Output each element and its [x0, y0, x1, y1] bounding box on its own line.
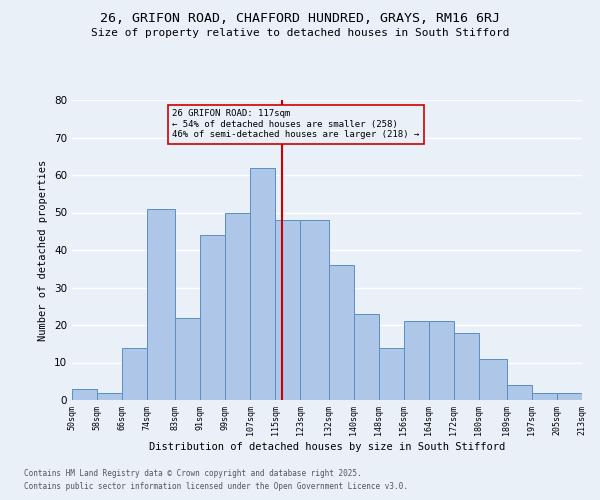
- Bar: [454, 332, 479, 400]
- Bar: [353, 314, 379, 400]
- Bar: [301, 220, 329, 400]
- Bar: [147, 209, 175, 400]
- Text: Size of property relative to detached houses in South Stifford: Size of property relative to detached ho…: [91, 28, 509, 38]
- Text: 26, GRIFON ROAD, CHAFFORD HUNDRED, GRAYS, RM16 6RJ: 26, GRIFON ROAD, CHAFFORD HUNDRED, GRAYS…: [100, 12, 500, 26]
- Bar: [275, 220, 301, 400]
- Bar: [200, 235, 226, 400]
- Bar: [250, 168, 275, 400]
- Bar: [72, 389, 97, 400]
- Bar: [97, 392, 122, 400]
- Bar: [479, 359, 507, 400]
- Bar: [122, 348, 147, 400]
- Y-axis label: Number of detached properties: Number of detached properties: [38, 160, 49, 340]
- Bar: [175, 318, 200, 400]
- Text: 26 GRIFON ROAD: 117sqm
← 54% of detached houses are smaller (258)
46% of semi-de: 26 GRIFON ROAD: 117sqm ← 54% of detached…: [172, 110, 419, 139]
- Bar: [507, 385, 532, 400]
- Bar: [404, 322, 428, 400]
- Bar: [329, 265, 353, 400]
- Bar: [379, 348, 404, 400]
- Text: Distribution of detached houses by size in South Stifford: Distribution of detached houses by size …: [149, 442, 505, 452]
- Text: Contains public sector information licensed under the Open Government Licence v3: Contains public sector information licen…: [24, 482, 408, 491]
- Text: Contains HM Land Registry data © Crown copyright and database right 2025.: Contains HM Land Registry data © Crown c…: [24, 468, 362, 477]
- Bar: [557, 392, 582, 400]
- Bar: [532, 392, 557, 400]
- Bar: [428, 322, 454, 400]
- Bar: [226, 212, 250, 400]
